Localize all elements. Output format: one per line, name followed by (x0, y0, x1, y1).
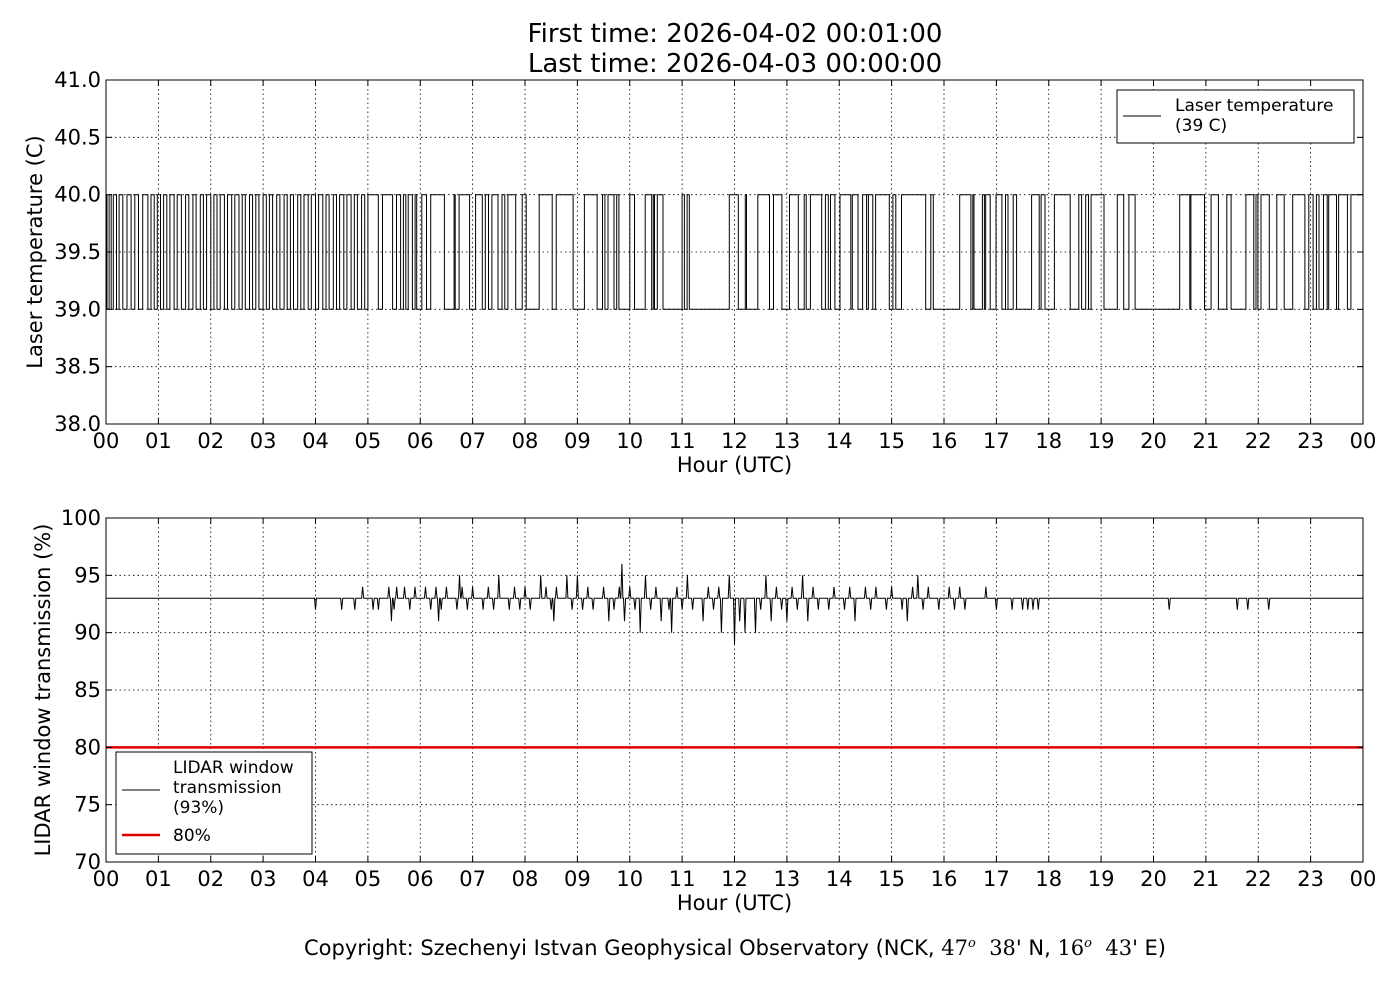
x-tick-label: 12 (721, 429, 748, 453)
latitude-degrees: 47 (941, 936, 968, 960)
x-tick-label: 00 (1350, 867, 1377, 891)
y-tick-label: 41.0 (54, 68, 101, 92)
x-tick-label: 02 (197, 867, 224, 891)
x-tick-label: 14 (826, 429, 853, 453)
x-tick-label: 09 (564, 867, 591, 891)
x-tick-label: 18 (1035, 429, 1062, 453)
latitude-degree-mark: o (968, 936, 976, 951)
longitude-degree-mark: o (1084, 936, 1092, 951)
x-tick-label: 03 (250, 867, 277, 891)
x-tick-label: 06 (407, 429, 434, 453)
x-tick-label: 16 (931, 429, 958, 453)
longitude-degrees: 16 (1057, 936, 1085, 960)
x-tick-label: 06 (407, 867, 434, 891)
longitude-minutes: 43 (1105, 936, 1133, 960)
latitude-minutes: 38 (989, 936, 1016, 960)
x-tick-label: 18 (1035, 867, 1062, 891)
plot-area (106, 194, 1363, 310)
x-tick-label: 12 (721, 867, 748, 891)
x-tick-label: 20 (1140, 867, 1167, 891)
x-tick-label: 05 (355, 429, 382, 453)
x-tick-label: 21 (1193, 429, 1220, 453)
x-tick-label: 15 (878, 867, 905, 891)
laser-temperature-panel: 00 01 02 03 04 05 06 07 08 09 10 11 12 13 14 15 16 17 18 19… (23, 68, 1376, 477)
x-tick-label: 03 (250, 429, 277, 453)
x-tick-label: 01 (145, 867, 172, 891)
legend-label-threshold: 80% (173, 826, 211, 846)
x-axis-label: Hour (UTC) (677, 453, 792, 477)
y-tick-label: 75 (74, 793, 101, 817)
y-tick-label: 40.5 (54, 125, 101, 149)
x-tick-label: 07 (459, 429, 486, 453)
x-tick-label: 11 (669, 429, 696, 453)
x-tick-label: 14 (826, 867, 853, 891)
lidar-transmission-panel: 00 01 02 03 04 05 06 07 08 09 10 11 12 13 14 15 16 17 18 19… (31, 506, 1376, 915)
legend-label-laser: (39 C) (1175, 116, 1227, 136)
y-tick-label: 80 (74, 735, 101, 759)
y-tick-label: 39.5 (54, 240, 101, 264)
y-tick-label: 90 (74, 621, 101, 645)
x-tick-label: 04 (302, 429, 329, 453)
x-tick-label: 05 (355, 867, 382, 891)
copyright-footer: Copyright: Szechenyi Istvan Geophysical … (0, 936, 1400, 960)
longitude-suffix: ' E) (1132, 936, 1167, 960)
legend-label-lidar: transmission (173, 778, 282, 798)
y-tick-label: 40.0 (54, 183, 101, 207)
x-tick-label: 09 (564, 429, 591, 453)
legend-label-lidar: LIDAR window (173, 758, 294, 778)
x-tick-label: 08 (512, 867, 539, 891)
latitude-suffix: ' N, (1015, 936, 1058, 960)
x-tick-label: 13 (774, 429, 801, 453)
x-tick-label: 08 (512, 429, 539, 453)
y-tick-label: 38.0 (54, 412, 101, 436)
chart-title-first-time: First time: 2026-04-02 00:01:00 (527, 19, 943, 49)
y-axis-label: LIDAR window transmission (%) (31, 524, 55, 857)
x-tick-label: 11 (669, 867, 696, 891)
copyright-prefix: Copyright: Szechenyi Istvan Geophysical … (303, 936, 942, 960)
x-tick-label: 15 (878, 429, 905, 453)
x-tick-label: 02 (197, 429, 224, 453)
legend-label-lidar: (93%) (173, 798, 224, 818)
x-tick-label: 04 (302, 867, 329, 891)
legend-box (115, 751, 313, 855)
y-tick-label: 70 (74, 850, 101, 874)
x-tick-label: 07 (459, 867, 486, 891)
x-tick-label: 19 (1088, 429, 1115, 453)
x-tick-label: 23 (1297, 867, 1324, 891)
x-tick-label: 19 (1088, 867, 1115, 891)
x-tick-label: 22 (1245, 867, 1272, 891)
x-tick-label: 21 (1193, 867, 1220, 891)
x-tick-label: 00 (93, 867, 120, 891)
y-tick-label: 38.5 (54, 355, 101, 379)
x-tick-label: 01 (145, 429, 172, 453)
chart-title-last-time: Last time: 2026-04-03 00:00:00 (527, 49, 943, 79)
x-tick-label: 22 (1245, 429, 1272, 453)
lidar-transmission-line (106, 563, 1363, 645)
x-tick-label: 10 (616, 429, 643, 453)
x-tick-label: 17 (983, 429, 1010, 453)
laser-temperature-line (106, 194, 1363, 310)
x-tick-label: 17 (983, 867, 1010, 891)
x-tick-label: 13 (774, 867, 801, 891)
y-axis-label: Laser temperature (C) (23, 135, 47, 368)
y-tick-label: 39.0 (54, 297, 101, 321)
x-tick-label: 10 (616, 867, 643, 891)
x-tick-label: 16 (931, 867, 958, 891)
x-axis-label: Hour (UTC) (677, 891, 792, 915)
y-tick-label: 85 (74, 678, 101, 702)
x-tick-label: 23 (1297, 429, 1324, 453)
x-tick-label: 00 (1350, 429, 1377, 453)
x-tick-label: 00 (93, 429, 120, 453)
plot-area (106, 563, 1363, 749)
y-tick-label: 95 (74, 563, 101, 587)
legend-label-laser: Laser temperature (1175, 96, 1333, 116)
x-tick-label: 20 (1140, 429, 1167, 453)
y-tick-label: 100 (61, 506, 101, 530)
